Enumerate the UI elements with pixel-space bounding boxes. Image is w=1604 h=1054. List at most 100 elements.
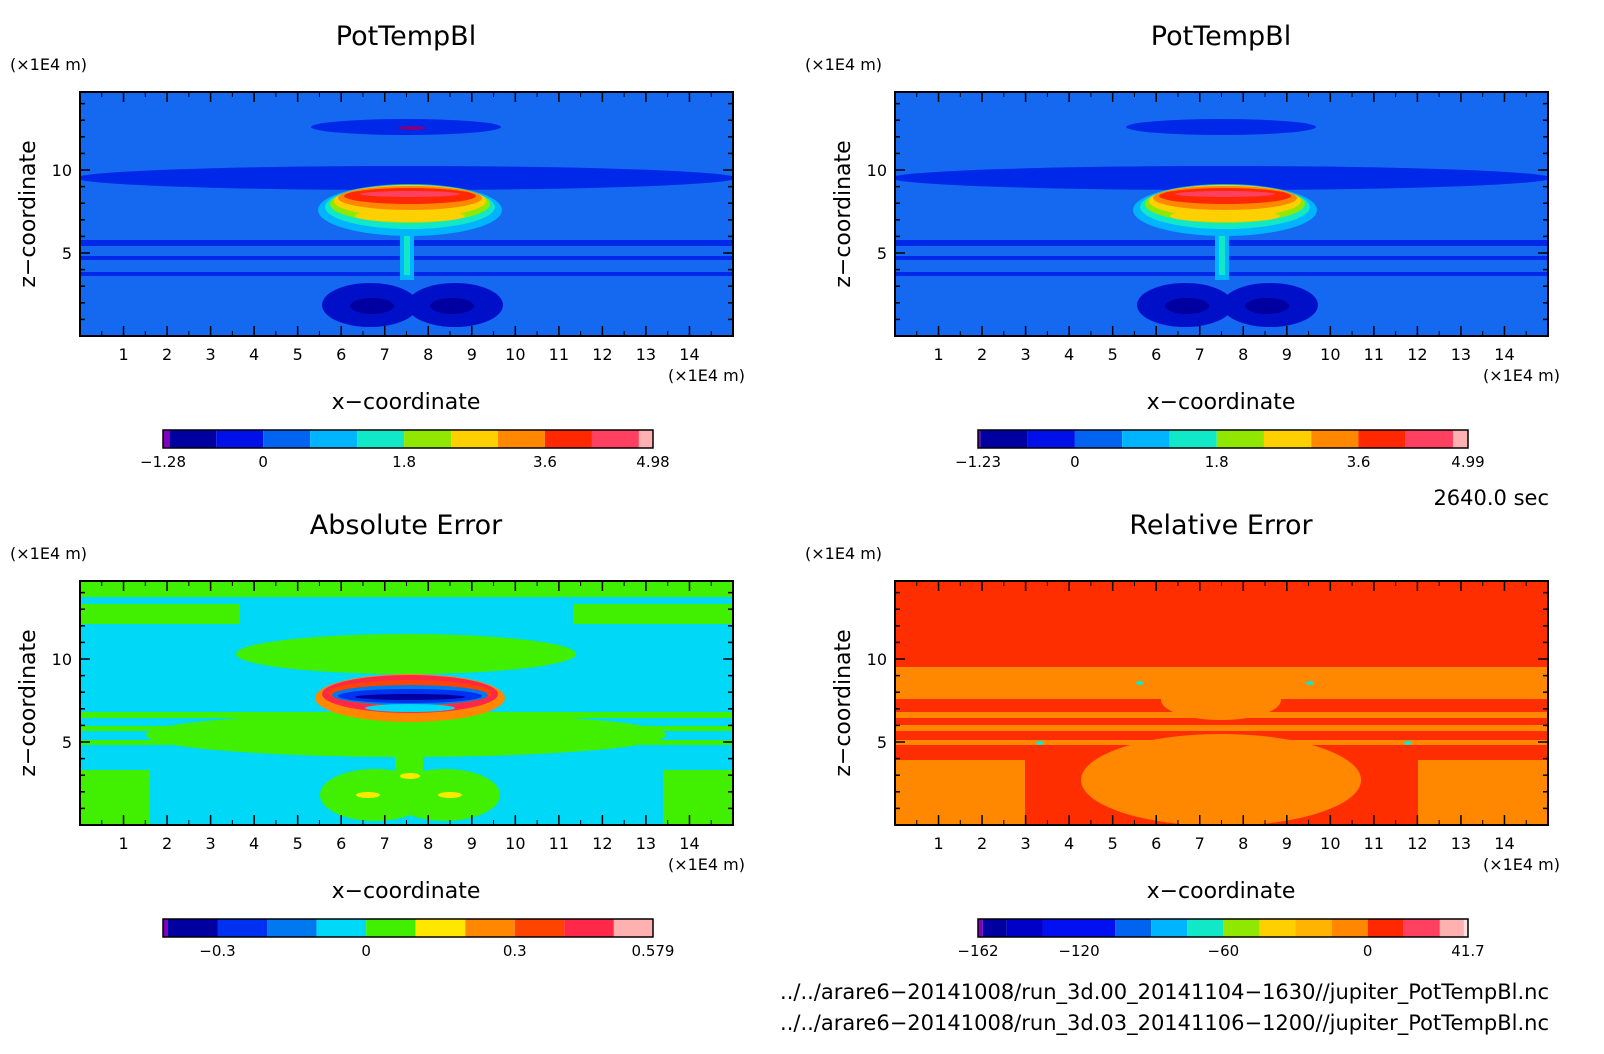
colorbar-swatch xyxy=(1115,919,1152,937)
colorbar-swatch xyxy=(465,919,515,937)
x-tick-label: 13 xyxy=(1451,834,1471,853)
colorbar-swatch xyxy=(1122,430,1170,448)
x-tick-label: 3 xyxy=(1021,834,1031,853)
colorbar-swatch xyxy=(1151,919,1188,937)
x-axis-label: x−coordinate xyxy=(332,879,481,904)
x-ticks: 1 2 3 4 5 6 7 8 9 10 11 12 13 14 xyxy=(101,581,712,853)
x-unit-label: (×1E4 m) xyxy=(668,855,745,874)
x-tick-label: 10 xyxy=(1320,834,1340,853)
file-path-2: ../../arare6−20141008/run_3d.03_20141106… xyxy=(780,1011,1549,1036)
x-tick-label: 11 xyxy=(549,345,569,364)
y-unit-label: (×1E4 m) xyxy=(10,55,87,74)
x-tick-label: 2 xyxy=(162,345,172,364)
contour-lower-spot xyxy=(356,792,380,798)
contour-lower-core xyxy=(350,298,394,314)
x-unit-label: (×1E4 m) xyxy=(1483,855,1560,874)
colorbar-tick-label: −1.28 xyxy=(140,453,186,471)
colorbar-swatch xyxy=(1259,919,1296,937)
colorbar-swatch xyxy=(366,919,416,937)
colorbar-tick-label: 4.98 xyxy=(636,453,669,471)
colorbar-tick-label: 0 xyxy=(361,942,371,960)
x-tick-label: 11 xyxy=(549,834,569,853)
colorbar: −162 −120 −60 0 41.7 xyxy=(957,918,1485,960)
colorbar-swatch xyxy=(980,430,1028,448)
contour-band xyxy=(80,770,150,825)
colorbar: −0.3 0 0.3 0.579 xyxy=(162,918,674,960)
panel-title: Absolute Error xyxy=(310,510,503,541)
contour-spot xyxy=(1404,741,1412,745)
panel-title: Relative Error xyxy=(1129,510,1313,541)
contour-band xyxy=(573,604,733,624)
colorbar-tick-label: 41.7 xyxy=(1451,942,1484,960)
y-unit-label: (×1E4 m) xyxy=(10,544,87,563)
x-tick-label: 9 xyxy=(467,834,477,853)
x-axis-label: x−coordinate xyxy=(1147,390,1296,415)
colorbar-tick-label: 0.3 xyxy=(503,942,527,960)
colorbar-swatch xyxy=(978,919,983,937)
y-unit-label: (×1E4 m) xyxy=(805,55,882,74)
x-tick-label: 2 xyxy=(977,834,987,853)
x-tick-label: 8 xyxy=(423,834,433,853)
x-tick-label: 14 xyxy=(1494,345,1514,364)
panel-absolute-error: Absolute Error (×1E4 m) xyxy=(10,510,745,960)
colorbar-swatch xyxy=(638,430,653,448)
colorbar-swatch xyxy=(167,919,218,937)
x-tick-label: 4 xyxy=(249,834,259,853)
contour-band xyxy=(236,634,576,674)
colorbar-tick-label: 3.6 xyxy=(1347,453,1371,471)
x-tick-label: 7 xyxy=(380,834,390,853)
contour-lower-spot xyxy=(400,773,420,779)
contour-field xyxy=(895,667,1548,825)
y-tick-label: 5 xyxy=(62,733,72,752)
x-tick-label: 12 xyxy=(592,345,612,364)
contour-top-core xyxy=(398,126,426,130)
panel-title: PotTempBl xyxy=(336,21,476,52)
colorbar-swatch xyxy=(982,919,1007,937)
x-tick-label: 8 xyxy=(1238,834,1248,853)
colorbar-frame xyxy=(162,918,654,938)
y-axis-label: z−coordinate xyxy=(831,629,856,776)
colorbar-swatch xyxy=(1453,430,1468,448)
contour-cap xyxy=(360,191,460,197)
colorbar-swatch xyxy=(564,919,614,937)
colorbar-swatch xyxy=(514,919,565,937)
colorbar-swatch xyxy=(1074,430,1123,448)
x-tick-label: 6 xyxy=(1151,345,1161,364)
contour-spot xyxy=(1136,681,1144,685)
x-tick-label: 2 xyxy=(162,834,172,853)
y-axis-label: z−coordinate xyxy=(831,140,856,287)
x-tick-label: 8 xyxy=(423,345,433,364)
colorbar-frame xyxy=(977,429,1469,449)
panel-pottemp-right: PotTempBl (×1E4 m) 1 2 3 4 5 6 7 8 9 10 11 12 13 14 xyxy=(805,21,1560,471)
colorbar-swatch xyxy=(1405,430,1454,448)
x-tick-label: 4 xyxy=(1064,345,1074,364)
contour-cap-underside xyxy=(1170,210,1280,222)
colorbar-tick-label: 0 xyxy=(1070,453,1080,471)
colorbar-swatch xyxy=(1311,430,1359,448)
colorbar-swatch xyxy=(1403,919,1440,937)
y-tick-label: 10 xyxy=(867,161,887,180)
x-axis-label: x−coordinate xyxy=(1147,879,1296,904)
y-unit-label: (×1E4 m) xyxy=(805,544,882,563)
contour-band xyxy=(895,760,1025,825)
x-tick-label: 5 xyxy=(293,345,303,364)
colorbar-tick-label: 1.8 xyxy=(392,453,416,471)
colorbar-swatch xyxy=(316,919,367,937)
colorbar-swatch xyxy=(1439,919,1464,937)
colorbar-swatch xyxy=(1169,430,1217,448)
colorbar-tick-label: −162 xyxy=(957,942,998,960)
contour-band xyxy=(895,725,1548,731)
y-ticks: 5 10 xyxy=(52,591,733,810)
contour-cap-underside xyxy=(365,704,455,712)
time-label: 2640.0 sec xyxy=(1433,486,1549,510)
x-tick-label: 5 xyxy=(293,834,303,853)
x-tick-label: 2 xyxy=(977,345,987,364)
y-tick-label: 5 xyxy=(877,733,887,752)
colorbar-tick-label: −60 xyxy=(1208,942,1240,960)
x-tick-label: 5 xyxy=(1108,834,1118,853)
colorbar-swatch xyxy=(451,430,499,448)
colorbar-swatch xyxy=(263,430,311,448)
contour-band xyxy=(80,604,240,624)
colorbar-tick-label: 1.8 xyxy=(1205,453,1229,471)
x-tick-label: 3 xyxy=(206,834,216,853)
